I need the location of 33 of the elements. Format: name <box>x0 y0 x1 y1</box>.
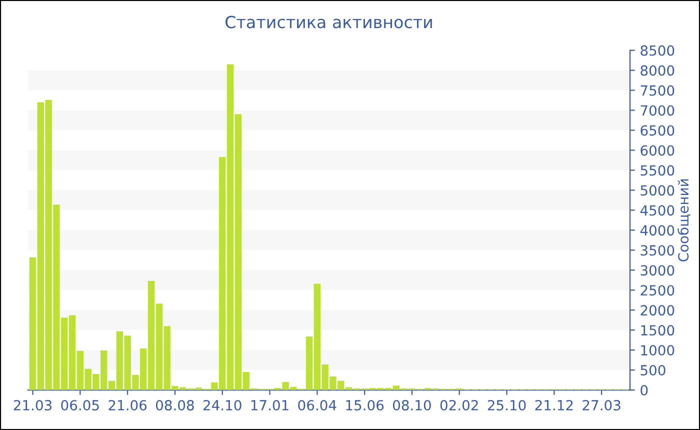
y-tick-label: 5000 <box>640 185 674 196</box>
x-tick-label: 17.01 <box>251 400 288 410</box>
y-tick-label: 0 <box>640 384 648 396</box>
y-tick-label: 4000 <box>640 225 674 236</box>
y-tick-label: 4500 <box>640 205 674 216</box>
y-tick-label: 8500 <box>640 45 674 56</box>
x-tick-label: 06.05 <box>61 400 99 410</box>
x-tick-label: 15.06 <box>346 400 384 410</box>
x-tick-label: 02.02 <box>440 400 478 410</box>
x-tick-label: 25.10 <box>488 400 526 410</box>
x-tick-label: 08.10 <box>392 400 431 410</box>
x-tick-label: 06.04 <box>298 400 336 410</box>
y-tick-label: 6000 <box>640 145 674 156</box>
chart-title: Статистика активности <box>226 16 432 28</box>
y-tick-label: 3000 <box>640 265 674 276</box>
y-tick-label: 2000 <box>640 305 674 316</box>
x-tick-label: 21.06 <box>108 400 147 410</box>
y-tick-label: 8000 <box>640 65 674 76</box>
y-tick-label: 1000 <box>641 345 674 356</box>
y-tick-label: 7500 <box>640 85 674 96</box>
x-tick-label: 08.08 <box>156 400 194 410</box>
y-tick-label: 6500 <box>640 125 674 136</box>
y-tick-label: 2500 <box>640 285 674 296</box>
x-tick-label: 21.12 <box>535 400 573 410</box>
x-tick-label: 27.03 <box>582 400 620 410</box>
x-tick-label: 24.10 <box>203 400 242 410</box>
x-tick-label: 21.03 <box>14 400 52 410</box>
y-tick-label: 500 <box>640 364 666 376</box>
y-tick-label: 5500 <box>640 165 674 176</box>
y-tick-label: 3500 <box>640 245 674 256</box>
y-axis-title: Сообщений <box>678 179 690 262</box>
y-tick-label: 1500 <box>641 325 674 336</box>
y-tick-label: 7000 <box>640 105 674 116</box>
